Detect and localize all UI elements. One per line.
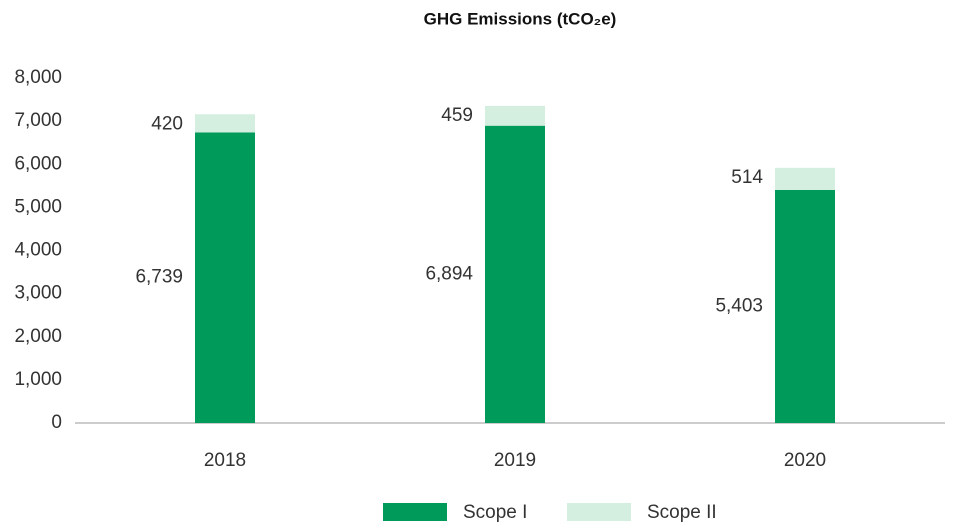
- legend-label: Scope I: [463, 502, 527, 523]
- bar-segment: [485, 105, 545, 126]
- bar-segment: [195, 132, 255, 424]
- chart-title: GHG Emissions (tCO₂e): [424, 9, 617, 28]
- y-tick-label: 2,000: [14, 326, 62, 347]
- x-tick-label: 2018: [204, 450, 246, 471]
- legend-swatch: [567, 503, 631, 521]
- y-tick-label: 7,000: [14, 110, 62, 131]
- y-tick-label: 1,000: [14, 369, 62, 390]
- bar-segment: [195, 114, 255, 133]
- legend-swatch: [383, 503, 447, 521]
- x-tick-label: 2019: [494, 450, 536, 471]
- data-label: 420: [151, 113, 183, 134]
- y-tick-label: 0: [51, 412, 62, 433]
- bar-segment: [485, 125, 545, 423]
- y-tick-label: 3,000: [14, 283, 62, 304]
- bar-segment: [775, 167, 835, 190]
- data-label: 6,894: [425, 263, 473, 284]
- y-tick-label: 5,000: [14, 196, 62, 217]
- y-tick-label: 4,000: [14, 240, 62, 261]
- y-tick-label: 6,000: [14, 153, 62, 174]
- data-label: 459: [441, 105, 473, 126]
- legend-label: Scope II: [647, 502, 717, 523]
- data-label: 514: [731, 167, 763, 188]
- data-label: 6,739: [135, 267, 183, 288]
- y-tick-label: 8,000: [14, 67, 62, 88]
- data-label: 5,403: [715, 296, 763, 317]
- x-tick-label: 2020: [784, 450, 826, 471]
- bar-segment: [775, 189, 835, 423]
